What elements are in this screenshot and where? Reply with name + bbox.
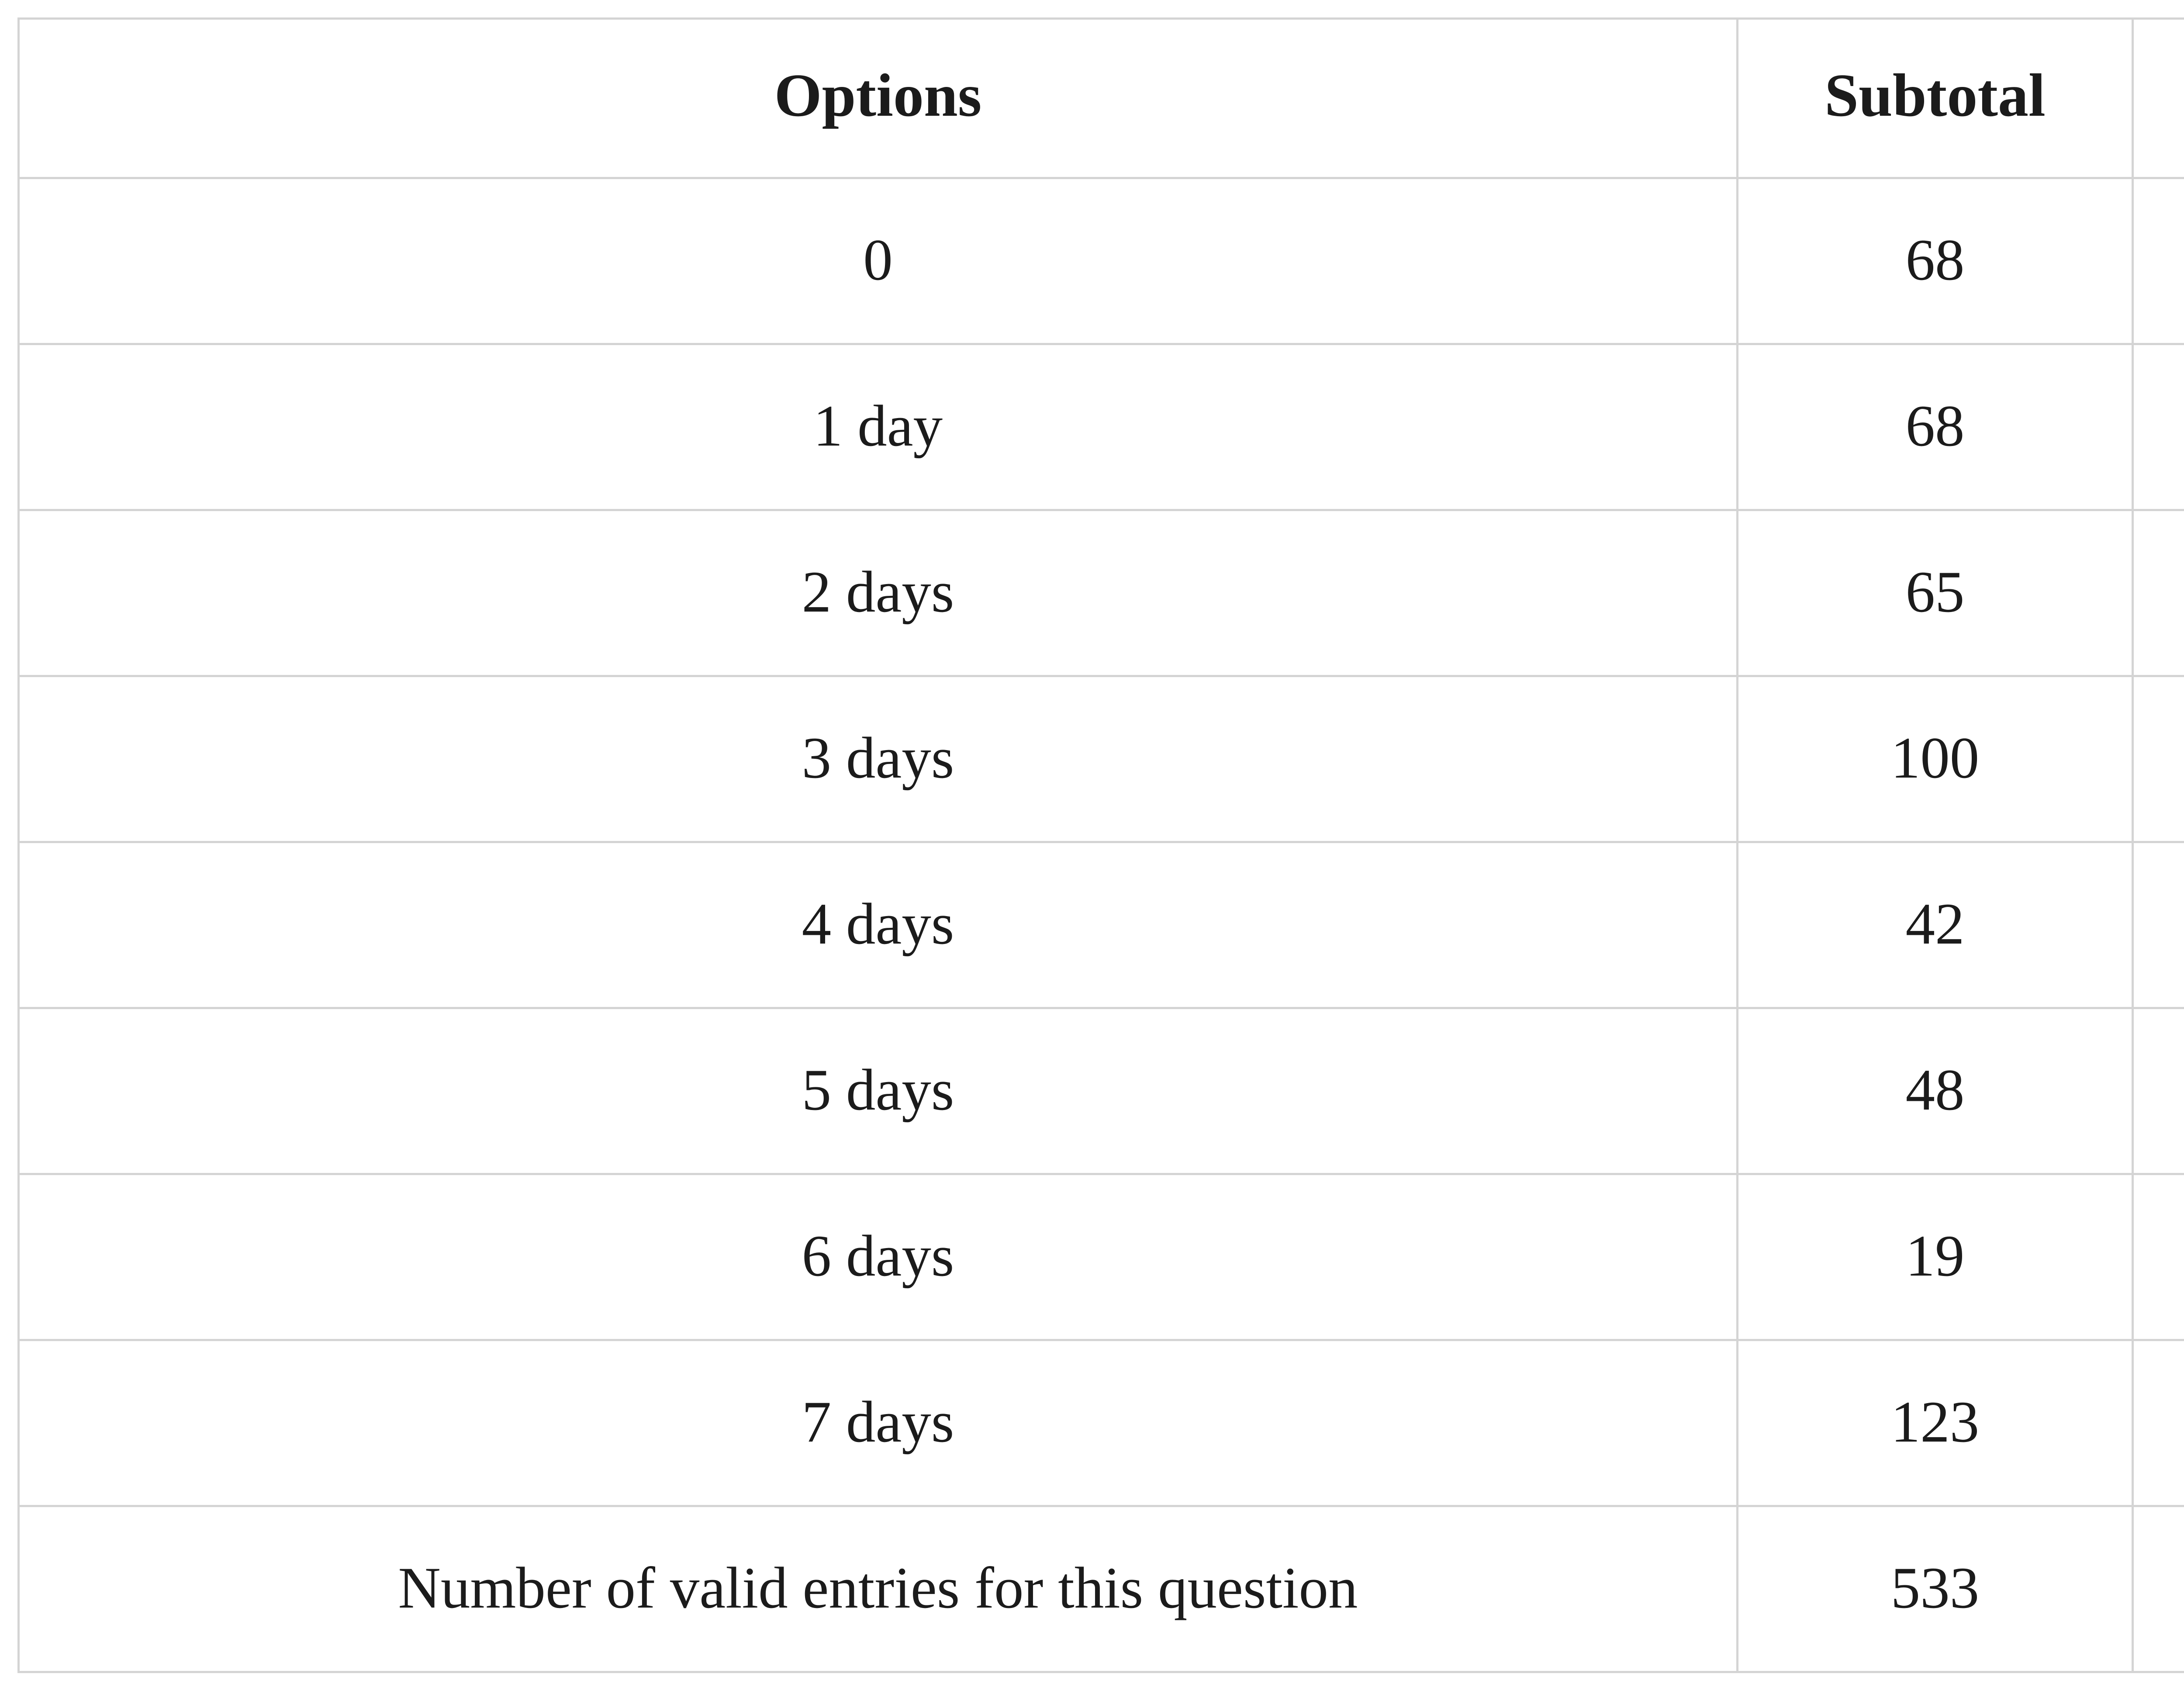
option-label: Number of valid entries for this questio… (17, 1505, 1738, 1673)
table-row: 3 days 100 18.79% (17, 675, 2184, 843)
proportion-cell: 9.09% (2132, 1007, 2184, 1175)
header-row: Options Subtotal Proportion (17, 17, 2184, 179)
subtotal-value: 100 (1736, 675, 2134, 843)
proportion-bar: 12.73% (2134, 228, 2184, 294)
proportion-cell: 12.12% (2132, 509, 2184, 677)
column-header-subtotal: Subtotal (1736, 17, 2134, 179)
column-header-proportion: Proportion (2132, 17, 2184, 179)
column-header-options: Options (17, 17, 1738, 179)
option-label: 3 days (17, 675, 1738, 843)
table-row: 0 68 12.73% (17, 177, 2184, 345)
proportion-bar: 23.03% (2134, 1390, 2184, 1456)
proportion-cell: 12.73% (2132, 177, 2184, 345)
proportion-bar: 3.64% (2134, 1224, 2184, 1290)
option-label: 7 days (17, 1339, 1738, 1507)
proportion-cell: 23.03% (2132, 1339, 2184, 1507)
survey-results-table: Options Subtotal Proportion 0 68 12.73% … (17, 17, 2184, 1673)
option-label: 1 day (17, 343, 1738, 511)
proportion-cell: 18.79% (2132, 675, 2184, 843)
table-row: 2 days 65 12.12% (17, 509, 2184, 677)
proportion-cell (2132, 1505, 2184, 1673)
table-row: 5 days 48 9.09% (17, 1007, 2184, 1175)
proportion-cell: 3.64% (2132, 1173, 2184, 1341)
total-row: Number of valid entries for this questio… (17, 1505, 2184, 1673)
proportion-bar: 12.12% (2134, 560, 2184, 626)
subtotal-value: 533 (1736, 1505, 2134, 1673)
table-row: 4 days 42 7.88% (17, 841, 2184, 1009)
proportion-bar: 12.73% (2134, 394, 2184, 460)
option-label: 5 days (17, 1007, 1738, 1175)
subtotal-value: 19 (1736, 1173, 2134, 1341)
option-label: 0 (17, 177, 1738, 345)
subtotal-value: 42 (1736, 841, 2134, 1009)
proportion-bar: 9.09% (2134, 1058, 2184, 1124)
option-label: 2 days (17, 509, 1738, 677)
option-label: 6 days (17, 1173, 1738, 1341)
table-row: 1 day 68 12.73% (17, 343, 2184, 511)
subtotal-value: 68 (1736, 343, 2134, 511)
subtotal-value: 65 (1736, 509, 2134, 677)
subtotal-value: 123 (1736, 1339, 2134, 1507)
proportion-cell: 7.88% (2132, 841, 2184, 1009)
subtotal-value: 48 (1736, 1007, 2134, 1175)
proportion-bar: 7.88% (2134, 892, 2184, 958)
option-label: 4 days (17, 841, 1738, 1009)
table-row: 7 days 123 23.03% (17, 1339, 2184, 1507)
proportion-bar: 18.79% (2134, 726, 2184, 792)
proportion-cell: 12.73% (2132, 343, 2184, 511)
subtotal-value: 68 (1736, 177, 2134, 345)
table-row: 6 days 19 3.64% (17, 1173, 2184, 1341)
